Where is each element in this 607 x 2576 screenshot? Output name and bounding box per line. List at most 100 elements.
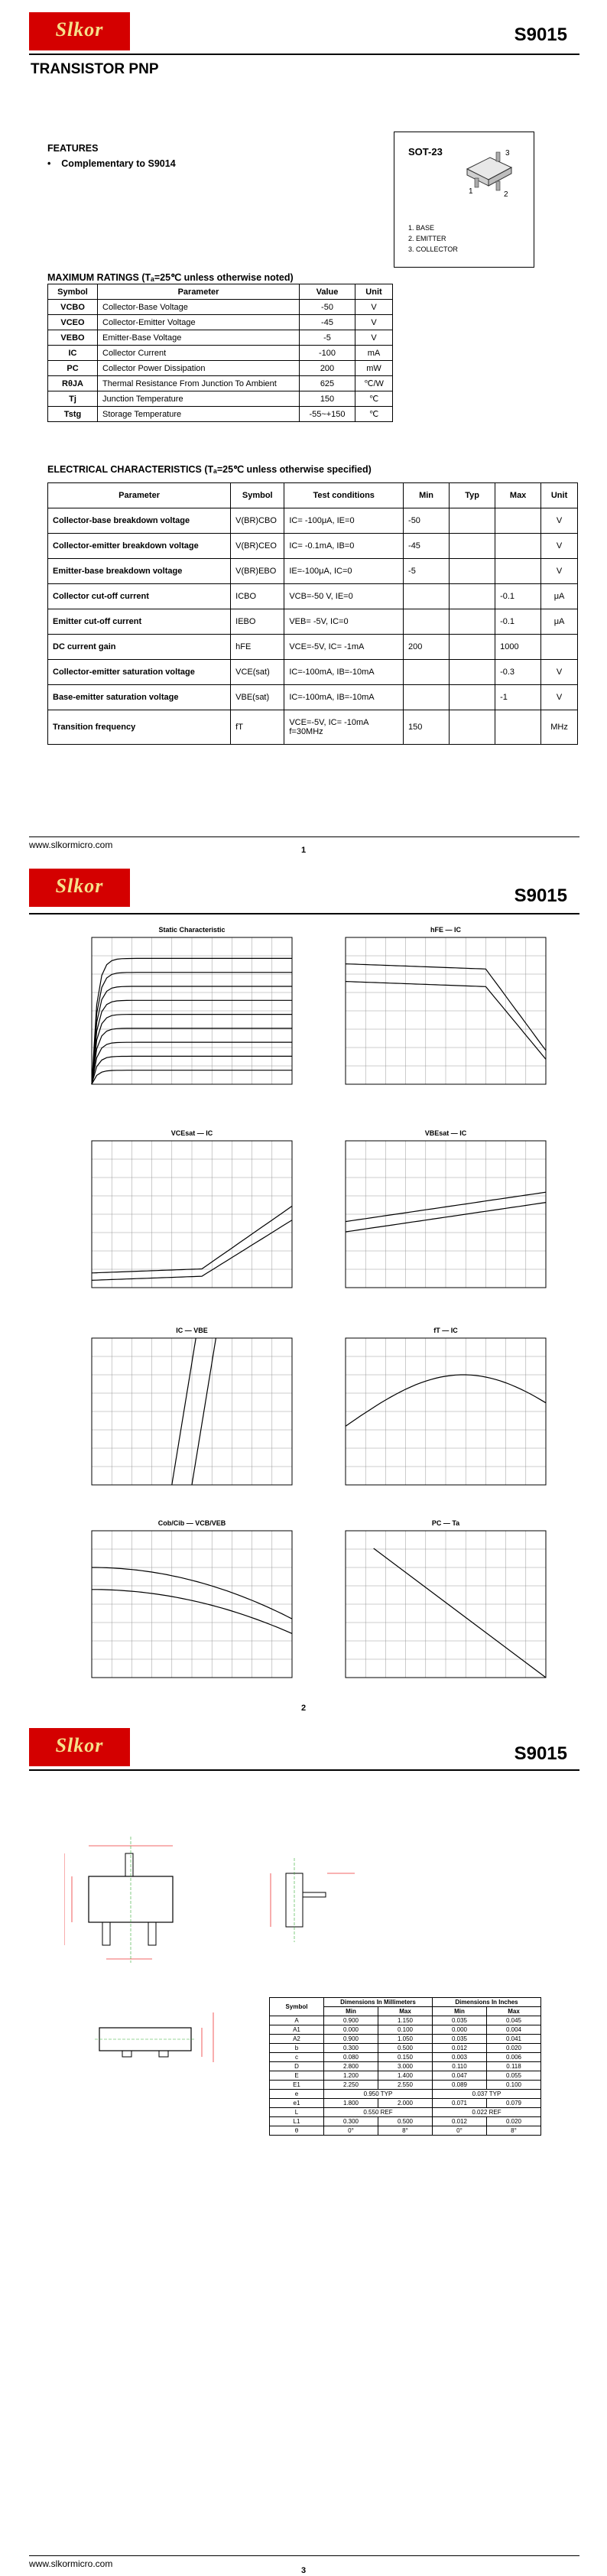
package-front-view-drawing	[95, 2012, 214, 2062]
package-side-view-drawing	[270, 1858, 355, 1942]
page-number: 2	[301, 1704, 307, 1713]
brand-logo: Slkor	[29, 12, 130, 50]
graph-pc-ta: PC — Ta	[313, 1515, 558, 1708]
series-line	[91, 972, 292, 1085]
table-row: e1 1.800 2.000 0.071 0.079	[269, 2098, 541, 2108]
series-line	[171, 1337, 196, 1486]
series-line	[91, 986, 292, 1085]
plot-frame	[91, 1530, 293, 1678]
footer-rule	[29, 836, 579, 837]
series-line	[91, 1220, 293, 1281]
table-row: VEBO Emitter-Base Voltage -5 V	[47, 330, 393, 346]
table-row: PC Collector Power Dissipation 200 mW	[47, 360, 393, 376]
page-number: 3	[301, 2566, 307, 2575]
table-row: Collector-emitter breakdown voltage V(BR)…	[47, 533, 578, 559]
table-row: Transition frequency fT VCE=-5V, IC= -10mA…	[47, 710, 578, 745]
electrical-characteristics-table: Parameter Symbol Test conditions Min Typ…	[47, 482, 578, 745]
table-row: RθJA Thermal Resistance From Junction To …	[47, 375, 393, 391]
graph-title: fT — IC	[433, 1327, 458, 1334]
table-row: E 1.200 1.400 0.047 0.055	[269, 2071, 541, 2081]
series-line	[91, 999, 292, 1085]
series-line	[345, 1191, 547, 1223]
max-ratings-title: MAXIMUM RATINGS (Tₐ=25℃ unless otherwise…	[47, 272, 294, 283]
series-line	[91, 957, 292, 1085]
graph-title: Cob/Cib — VCB/VEB	[158, 1519, 226, 1527]
graph-cob-cib: Cob/Cib — VCB/VEB	[60, 1515, 304, 1708]
series-line	[345, 981, 547, 1060]
table-row: e 0.950 TYP 0.037 TYP	[269, 2089, 541, 2099]
graph-vbesat-ic: VBEsat — IC	[313, 1126, 558, 1318]
series-line	[91, 1028, 292, 1085]
series-line	[92, 1589, 293, 1634]
page-2: Slkor S9015 Static Characteristic hFE — …	[0, 866, 607, 1714]
series-line	[91, 1070, 292, 1085]
graph-title: Static Characteristic	[158, 926, 225, 934]
pin-mark: 3	[505, 149, 510, 158]
page-1: Slkor S9015 TRANSISTOR PNP FEATURES • Co…	[0, 0, 607, 858]
feature-item: • Complementary to S9014	[47, 158, 176, 169]
graph-ft-ic: fT — IC	[313, 1323, 558, 1515]
table-header-row: Symbol Dimensions In Millimeters Dimensi…	[269, 1997, 541, 2016]
graph-hfe-ic: hFE — IC	[313, 922, 558, 1115]
part-number: S9015	[514, 24, 567, 45]
graph-title: hFE — IC	[430, 926, 461, 934]
sot23-package-icon: 3 2 1	[466, 149, 513, 199]
series-line	[345, 963, 547, 1051]
table-row: Tstg Storage Temperature -55~+150 ℃	[47, 406, 393, 422]
features-title: FEATURES	[47, 143, 99, 154]
page-number: 1	[301, 846, 307, 855]
series-line	[345, 1202, 547, 1233]
elec-title: ELECTRICAL CHARACTERISTICS (Tₐ=25℃ unles…	[47, 464, 372, 475]
plot-frame	[91, 937, 293, 1085]
max-ratings-table: Symbol Parameter Value Unit VCBO Collecto…	[47, 284, 393, 422]
table-row: Emitter-base breakdown voltage V(BR)EBO IE…	[47, 558, 578, 584]
table-row: Collector-emitter saturation voltage VCE(…	[47, 659, 578, 685]
table-row: L 0.550 REF 0.022 REF	[269, 2107, 541, 2117]
table-row: IC Collector Current -100 mA	[47, 345, 393, 361]
table-row: Emitter cut-off current IEBO VEB= -5V, IC=…	[47, 609, 578, 635]
package-name: SOT-23	[408, 146, 443, 158]
graph-title: IC — VBE	[176, 1327, 208, 1334]
table-row: DC current gain hFE VCE=-5V, IC= -1mA 200 10…	[47, 634, 578, 660]
table-row: Collector-base breakdown voltage V(BR)CBO…	[47, 508, 578, 534]
table-row: c 0.080 0.150 0.003 0.006	[269, 2052, 541, 2062]
page-3: Slkor S9015 Symbol Dimensions In Millime…	[0, 1722, 607, 2576]
table-row: VCEO Collector-Emitter Voltage -45 V	[47, 314, 393, 330]
table-row: θ 0° 8° 0° 8°	[269, 2126, 541, 2136]
table-row: E1 2.250 2.550 0.089 0.100	[269, 2080, 541, 2090]
series-line	[373, 1548, 547, 1678]
part-number: S9015	[514, 885, 567, 906]
table-row: A 0.900 1.150 0.035 0.045	[269, 2016, 541, 2025]
table-row: Base-emitter saturation voltage VBE(sat) I…	[47, 684, 578, 710]
plot-frame	[345, 1337, 547, 1486]
package-box: SOT-23 3 2 1 1. BASE 2. EMITTER 3. COLLE…	[394, 132, 534, 268]
footer-url: www.slkormicro.com	[29, 840, 113, 850]
plot-frame	[345, 1140, 547, 1288]
series-line	[91, 1205, 293, 1274]
dimensions-table: Symbol Dimensions In Millimeters Dimensi…	[269, 1997, 541, 2136]
series-line	[91, 1041, 292, 1085]
graph-static-characteristic: Static Characteristic	[60, 922, 304, 1115]
table-row: Tj Junction Temperature 150 ℃	[47, 391, 393, 407]
series-line	[91, 1055, 292, 1085]
graph-title: VBEsat — IC	[425, 1129, 467, 1137]
header-rule	[29, 913, 579, 914]
table-row: D 2.800 3.000 0.110 0.118	[269, 2061, 541, 2071]
pin-label: 3. COLLECTOR	[408, 245, 458, 253]
pin-label: 1. BASE	[408, 224, 435, 232]
plot-frame	[345, 1530, 547, 1678]
table-row: A2 0.900 1.050 0.035 0.041	[269, 2034, 541, 2044]
graph-title: VCEsat — IC	[171, 1129, 213, 1137]
graph-title: PC — Ta	[432, 1519, 460, 1527]
table-row: VCBO Collector-Base Voltage -50 V	[47, 299, 393, 315]
plot-frame	[345, 937, 547, 1085]
table-row: Collector cut-off current ICBO VCB=-50 V, …	[47, 583, 578, 609]
table-header-row: Symbol Parameter Value Unit	[47, 284, 393, 300]
series-line	[345, 1374, 547, 1427]
footer-url: www.slkormicro.com	[29, 2558, 113, 2569]
table-header-row: Parameter Symbol Test conditions Min Typ…	[47, 482, 578, 508]
series-line	[191, 1337, 216, 1486]
graph-ic-vbe: IC — VBE	[60, 1323, 304, 1515]
footer-rule	[29, 2555, 579, 2556]
pin-label: 2. EMITTER	[408, 235, 446, 242]
